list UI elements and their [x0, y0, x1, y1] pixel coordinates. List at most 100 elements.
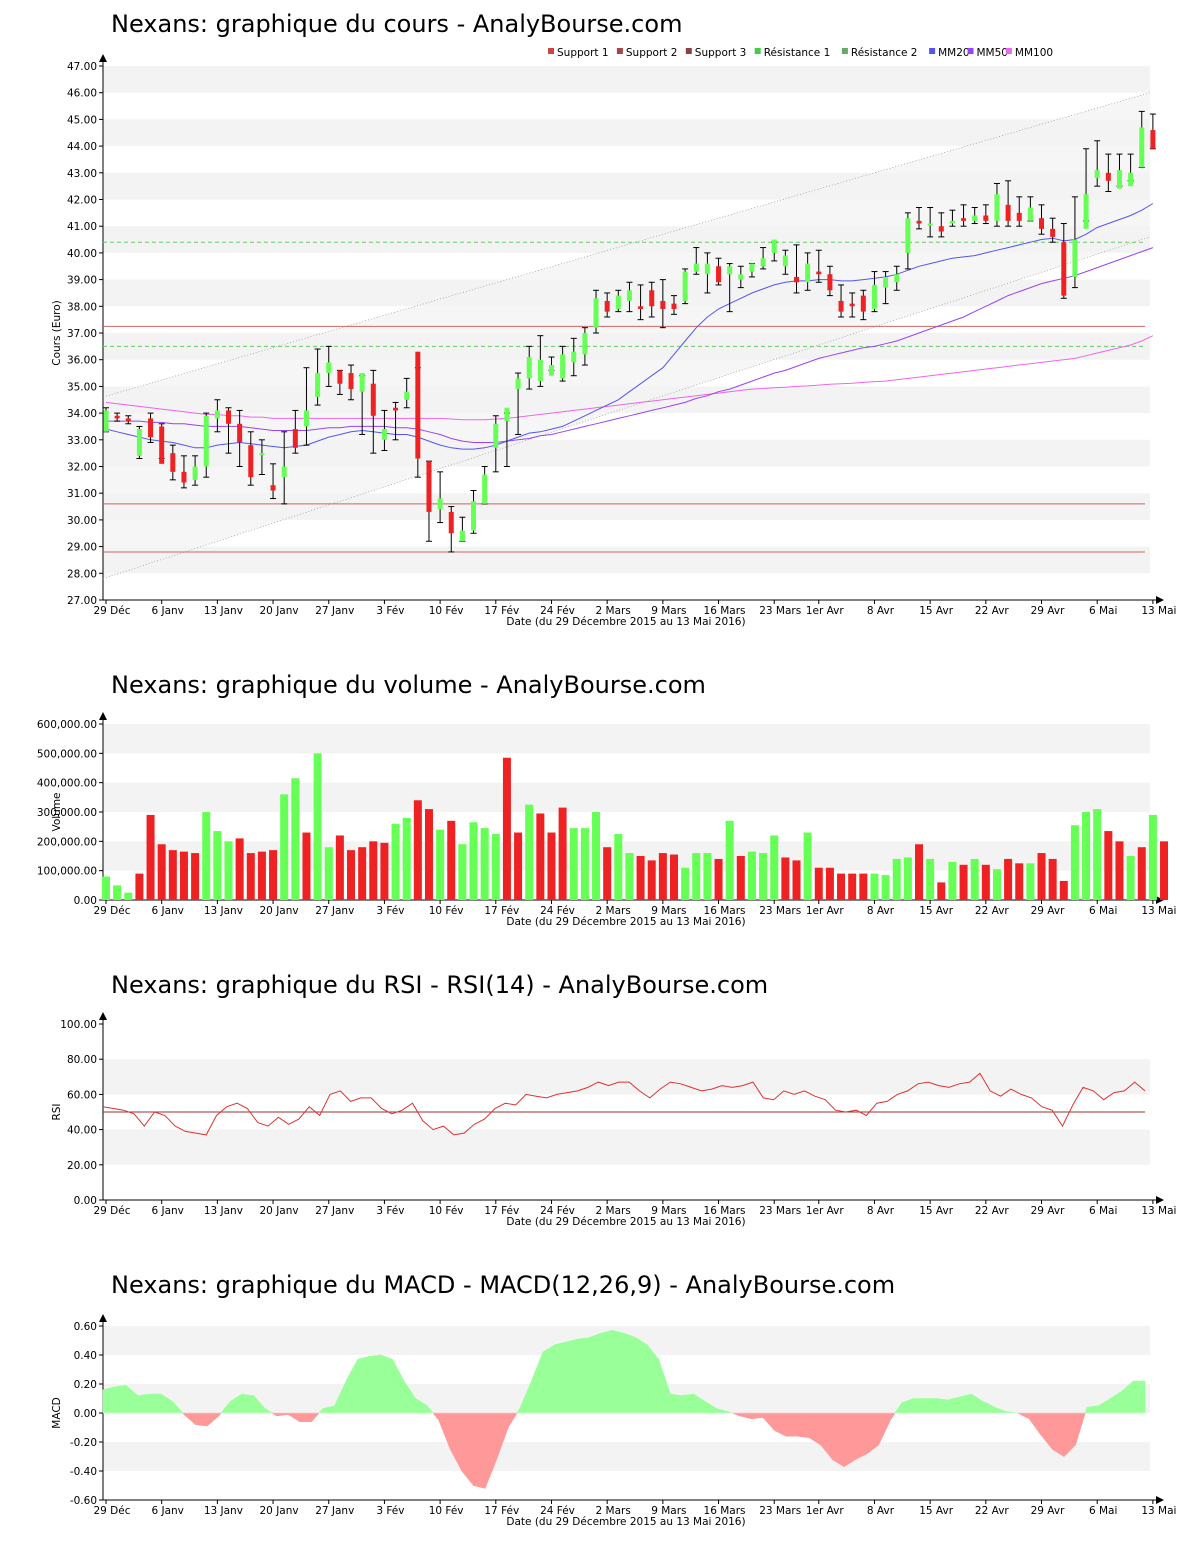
- y-tick-label: 400,000.00: [37, 778, 97, 790]
- rsi-line: [102, 1072, 1146, 1136]
- x-tick-label: 24 Fév: [540, 1505, 575, 1517]
- grid-band: [103, 493, 1150, 520]
- candle-body: [448, 511, 454, 534]
- y-tick-label: 34.00: [67, 408, 97, 420]
- volume-bar: [658, 853, 667, 900]
- volume-bar: [1126, 856, 1135, 900]
- volume-bar: [859, 873, 868, 900]
- candle-body: [682, 271, 688, 301]
- volume-bar: [280, 794, 289, 900]
- volume-bar: [692, 853, 701, 900]
- x-tick-label: 16 Mars: [704, 605, 746, 617]
- mm20-line: [105, 203, 1154, 450]
- y-tick-label: 500,000.00: [37, 748, 97, 760]
- volume-bar: [313, 753, 322, 900]
- y-tick-label: -0.40: [70, 1466, 97, 1478]
- volume-bar: [1093, 809, 1102, 900]
- candle-body: [961, 218, 967, 221]
- x-tick-label: 1er Avr: [806, 605, 845, 617]
- volume-bar: [458, 844, 467, 900]
- x-tick-label: 16 Mars: [704, 905, 746, 917]
- x-axis-title: Date (du 29 Décembre 2015 au 13 Mai 2016…: [506, 916, 745, 928]
- grid-band: [103, 279, 1150, 307]
- volume-bar: [335, 835, 344, 900]
- candle-body: [593, 298, 599, 328]
- volume-bar: [959, 864, 968, 900]
- candle-body: [905, 218, 911, 253]
- x-tick-label: 2 Mars: [596, 905, 631, 917]
- volume-bar: [747, 851, 756, 900]
- grid-band: [103, 546, 1150, 574]
- legend-label: MM50: [977, 47, 1008, 59]
- x-tick-label: 17 Fév: [484, 1205, 519, 1217]
- volume-bar: [837, 873, 846, 900]
- candle-body: [192, 466, 198, 480]
- candle-body: [337, 370, 343, 384]
- candle-body: [604, 300, 610, 312]
- volume-bar: [814, 867, 823, 900]
- legend-label: MM20: [938, 47, 969, 59]
- x-axis-title: Date (du 29 Décembre 2015 au 13 Mai 2016…: [506, 1516, 745, 1528]
- candle-body: [649, 290, 655, 307]
- candle-body: [170, 453, 176, 472]
- candle-body: [660, 300, 666, 309]
- x-tick-label: 9 Mars: [651, 1205, 686, 1217]
- y-tick-label: 27.00: [67, 595, 97, 607]
- volume-bar: [614, 834, 623, 900]
- y-tick-label: 80.00: [67, 1054, 97, 1066]
- volume-bar: [592, 812, 601, 900]
- candle-body: [404, 391, 410, 400]
- y-tick-label: 20.00: [67, 1160, 97, 1172]
- x-tick-label: 6 Mai: [1089, 1505, 1117, 1517]
- x-tick-label: 16 Mars: [704, 1505, 746, 1517]
- volume-bar: [703, 853, 712, 900]
- grid-band: [103, 386, 1150, 414]
- volume-bar: [480, 828, 489, 900]
- x-tick-label: 22 Avr: [975, 1505, 1009, 1517]
- x-tick-label: 2 Mars: [596, 1205, 631, 1217]
- rsi-chart-title: Nexans: graphique du RSI - RSI(14) - Ana…: [111, 971, 769, 999]
- candle-body: [504, 407, 510, 422]
- x-tick-label: 8 Avr: [867, 605, 895, 617]
- trend-channel-lower: [102, 236, 1151, 579]
- grid-band: [103, 333, 1150, 360]
- x-tick-label: 29 Déc: [93, 905, 130, 917]
- volume-bar: [781, 857, 790, 900]
- volume-bar: [1148, 814, 1157, 900]
- volume-bar: [736, 856, 745, 900]
- volume-bar: [124, 892, 133, 900]
- volume-bar: [937, 882, 946, 900]
- x-tick-label: 1er Avr: [806, 1205, 845, 1217]
- candle-body: [292, 429, 298, 448]
- candle-body: [315, 373, 321, 398]
- candle-body: [883, 276, 889, 288]
- volume-bar: [681, 867, 690, 900]
- volume-bar: [881, 875, 890, 900]
- x-tick-label: 24 Fév: [540, 605, 575, 617]
- y-tick-label: 0.00: [74, 1408, 97, 1420]
- candle-body: [582, 333, 588, 355]
- candle-body: [181, 471, 187, 483]
- volume-bar: [569, 828, 578, 900]
- volume-bar: [324, 847, 333, 900]
- y-tick-label: 29.00: [67, 542, 97, 554]
- volume-bar: [391, 823, 400, 900]
- candle-body: [994, 194, 1000, 221]
- x-tick-label: 6 Janv: [151, 605, 183, 617]
- candle-body: [771, 239, 777, 253]
- x-tick-label: 29 Avr: [1031, 905, 1065, 917]
- candle-body: [237, 423, 243, 443]
- candle-body: [782, 255, 788, 267]
- legend-swatch: [967, 48, 974, 54]
- candle-body: [816, 271, 822, 275]
- volume-bar: [714, 858, 723, 900]
- volume-bar: [1059, 880, 1068, 900]
- candle-body: [626, 290, 632, 301]
- grid-band: [103, 1059, 1150, 1095]
- x-tick-label: 6 Mai: [1089, 1205, 1117, 1217]
- y-tick-label: 0.20: [74, 1379, 97, 1391]
- candle-body: [716, 266, 722, 283]
- grid-band: [103, 119, 1150, 147]
- volume-bar: [547, 832, 556, 900]
- candle-body: [860, 295, 866, 312]
